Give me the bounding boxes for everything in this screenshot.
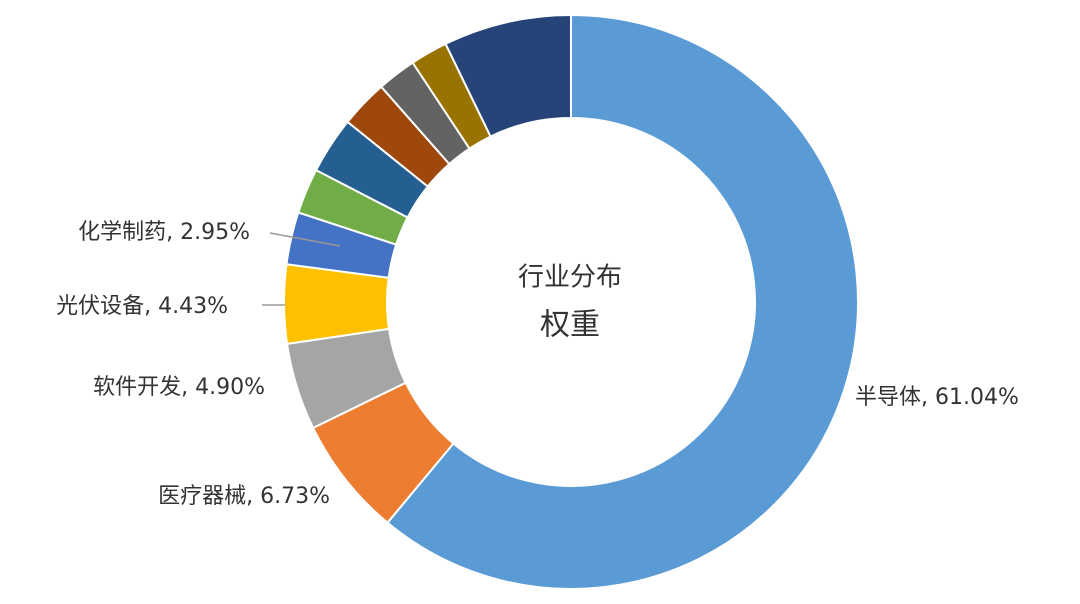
data-label: 医疗器械, 6.73%: [158, 484, 330, 509]
data-label: 半导体, 61.04%: [855, 385, 1019, 410]
data-label: 光伏设备, 4.43%: [56, 294, 228, 319]
donut-segment: [444, 13, 572, 138]
data-label: 软件开发, 4.90%: [93, 375, 265, 400]
data-label: 化学制药, 2.95%: [78, 220, 250, 245]
center-subtitle: 权重: [540, 308, 600, 343]
center-title: 行业分布: [518, 263, 622, 293]
leader-line: [269, 232, 341, 247]
donut-segment: [386, 13, 859, 590]
